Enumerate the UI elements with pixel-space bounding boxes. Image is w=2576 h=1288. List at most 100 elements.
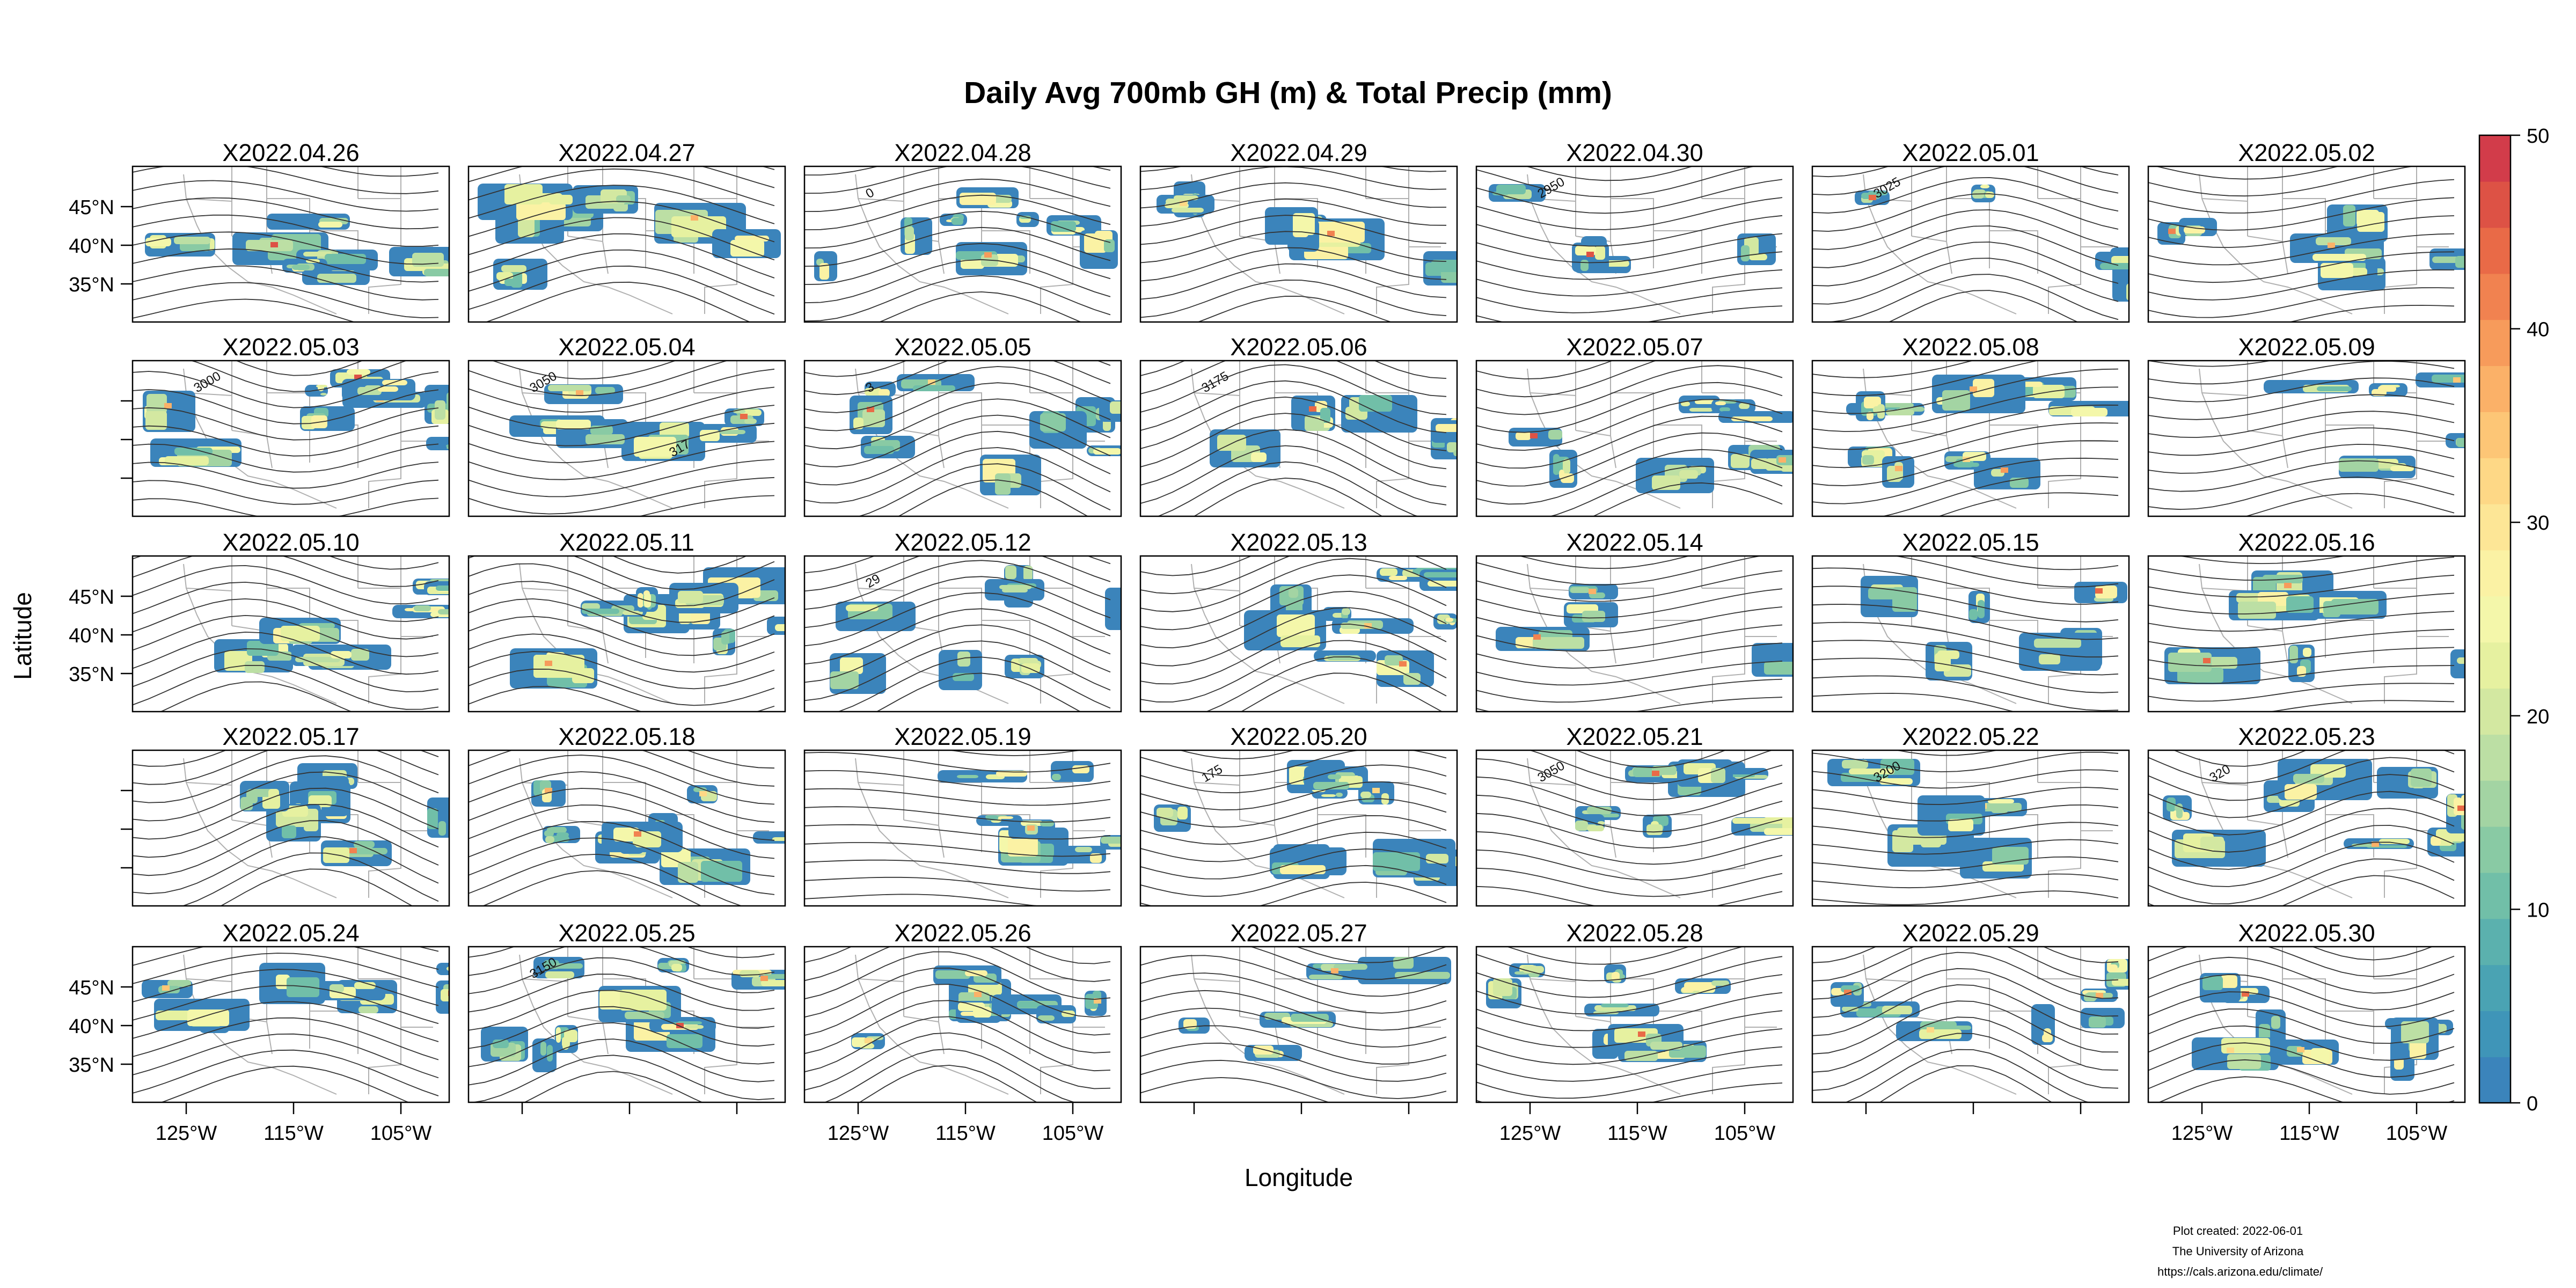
precip-field	[1244, 568, 1457, 687]
precip-cell	[2432, 257, 2465, 263]
precip-cell	[852, 1037, 867, 1047]
precip-cell	[1373, 852, 1420, 871]
precip-cell	[1978, 600, 1985, 618]
gh-contour	[2148, 808, 2455, 853]
gh-contour	[2173, 750, 2308, 767]
precip-cell	[1842, 1006, 1858, 1012]
gh-contour	[1476, 556, 1763, 586]
gh-contour	[1140, 815, 1447, 845]
gh-contour	[1140, 198, 1447, 227]
precip-cell	[1790, 651, 1793, 656]
precip-field	[2264, 372, 2465, 478]
precip-cell	[303, 252, 332, 257]
gh-contour	[1812, 839, 2119, 855]
precip-cell	[2289, 646, 2298, 663]
gh-contour	[1179, 750, 1296, 760]
gh-contour	[1528, 750, 1774, 785]
gh-contour	[2148, 592, 2455, 614]
precip-cell	[1038, 1015, 1055, 1021]
precip-field	[1861, 576, 2127, 680]
precip-cell	[167, 980, 191, 987]
precip-cell	[2285, 784, 2317, 800]
precip-cell	[1586, 252, 1594, 257]
gh-contour	[469, 616, 775, 656]
precip-cell	[1695, 400, 1715, 404]
precip-cell	[441, 989, 449, 1001]
gh-contour	[1476, 697, 1783, 712]
panel-title: X2022.05.20	[1230, 723, 1367, 750]
lon-axis	[521, 1102, 738, 1114]
gh-contour	[133, 443, 439, 473]
map-panel: X2022.05.13	[1139, 529, 1458, 713]
gh-contour	[2148, 361, 2455, 385]
lat-axis: 45°N 40°N 35°N	[69, 196, 133, 296]
precip-cell	[1389, 576, 1407, 580]
gh-contour	[804, 243, 1111, 285]
panel-frame	[131, 749, 450, 907]
gh-contours	[1476, 556, 1783, 712]
lon-tick-label: 125°W	[828, 1122, 889, 1145]
gh-contour	[133, 1049, 439, 1096]
precip-cell	[1935, 653, 1951, 671]
gh-contour	[469, 217, 775, 261]
precip-cell	[354, 375, 362, 380]
precip-field	[481, 957, 785, 1072]
gh-contour	[469, 853, 743, 906]
precip-cell	[292, 265, 310, 270]
gh-contour	[1476, 1064, 1783, 1099]
precip-cell	[1110, 401, 1121, 414]
gh-contour	[1140, 413, 1447, 470]
gh-contour	[1476, 974, 1783, 1015]
precip-cell	[1364, 623, 1372, 628]
precip-cell	[1157, 808, 1173, 817]
lon-axis: 125°W 115°W 105°W	[156, 1102, 431, 1145]
precip-cell	[378, 386, 398, 392]
gh-contour	[1140, 990, 1447, 1031]
gh-contour	[804, 1016, 1111, 1073]
gh-contour	[1812, 193, 2119, 232]
colorbar-swatch	[2479, 319, 2511, 367]
gh-contour	[1140, 182, 1447, 209]
precip-cell	[1867, 412, 1874, 420]
precip-cell	[436, 980, 449, 1014]
precip-cell	[412, 253, 444, 267]
gh-contour	[469, 668, 775, 706]
precip-cell	[545, 971, 574, 978]
precip-cell	[1849, 769, 1894, 774]
precip-cell	[775, 624, 785, 631]
map-panel: X2022.05.02	[2147, 139, 2466, 323]
panel-frame	[1811, 946, 2130, 1103]
gh-contour	[469, 947, 775, 976]
gh-contour	[804, 414, 1111, 467]
precip-cell	[671, 964, 682, 971]
precip-cell	[973, 1007, 991, 1018]
panel-title: X2022.05.06	[1230, 333, 1367, 361]
precip-cell	[319, 385, 327, 387]
panel-frame	[1139, 165, 1458, 323]
precip-cell	[424, 269, 449, 276]
gh-contour	[1140, 848, 1447, 880]
lon-tick-label: 125°W	[156, 1122, 217, 1145]
gh-contour	[1506, 947, 1690, 965]
panel-title: X2022.05.01	[1902, 139, 2039, 166]
precip-field	[2192, 973, 2453, 1081]
precip-cell	[504, 184, 543, 204]
gh-contour	[219, 868, 413, 906]
precip-cell	[2168, 653, 2212, 672]
precip-cell	[2455, 256, 2465, 268]
lat-tick-label: 45°N	[69, 586, 114, 609]
gh-contour	[1549, 465, 1783, 516]
gh-contour	[2148, 1008, 2455, 1044]
gh-contour	[1476, 269, 1783, 297]
panel-frame	[2147, 946, 2466, 1103]
colorbar-swatch	[2479, 458, 2511, 504]
precip-cell	[1464, 251, 1505, 268]
map-panel: X2022.05.15	[1811, 529, 2130, 713]
precip-cell	[953, 673, 974, 681]
gh-contour	[1575, 750, 1726, 769]
gh-contours	[1140, 947, 1447, 1102]
panel-frame	[803, 749, 1122, 907]
precip-field	[851, 965, 1107, 1049]
